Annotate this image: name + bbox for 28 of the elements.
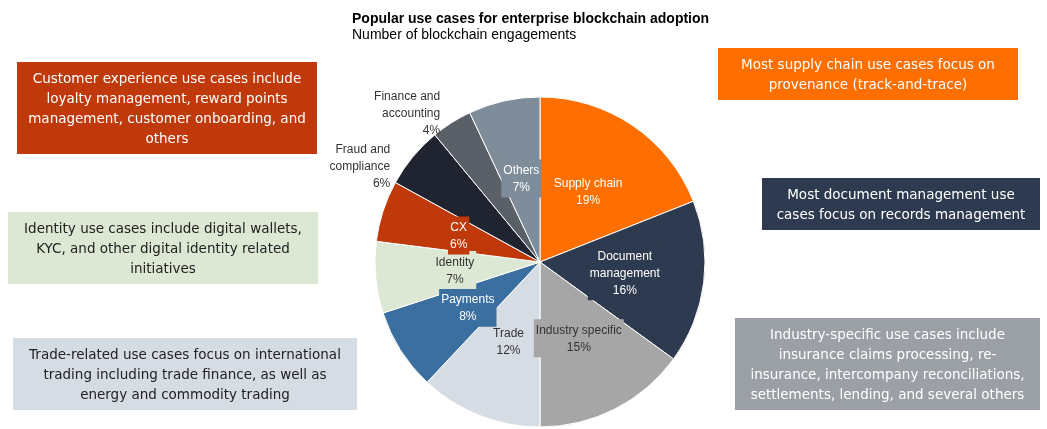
data-label: 4% (422, 122, 441, 137)
data-label: 12% (496, 343, 521, 357)
data-label: 7% (446, 271, 464, 286)
chart-subtitle: Number of blockchain engagements (352, 26, 578, 42)
data-label: 6% (450, 237, 468, 252)
slice-label: Identity (435, 254, 475, 269)
data-label: 8% (459, 309, 477, 324)
slice-label: Trade (493, 326, 525, 340)
slice-label: Supply chain (553, 175, 623, 190)
text: Identity use cases include digital wallets, KYC, and other digital identity related initiatives (8, 212, 318, 284)
slice-label: Document management (589, 248, 661, 280)
data-label: 7% (512, 180, 531, 195)
slice-label: Finance and accounting (374, 88, 441, 120)
text: Trade-related use cases focus on international trading including trade finance, as well as energy and commodity trading (13, 338, 357, 410)
text: Customer experience use cases include loyalty management, reward points management, customer onboarding, and others (17, 62, 317, 154)
slice-label: Others (503, 163, 540, 178)
slice-label: Payments (441, 292, 495, 307)
data-label: 19% (576, 192, 601, 207)
data-label: 6% (372, 175, 391, 190)
data-label: 15% (566, 339, 592, 354)
slice-label: Fraud and compliance (329, 141, 391, 173)
text: Most document management use cases focus on records management (762, 178, 1040, 230)
slice-label: Industry specific (535, 322, 622, 337)
chart-title: Popular use cases for enterprise blockchain adoption (352, 10, 710, 26)
text: Industry-specific use cases include insurance claims processing, re-insurance, intercompany reconciliations, settlements, lending, and several others (735, 318, 1040, 410)
text: Most supply chain use cases focus on provenance (track-and-trace) (718, 48, 1018, 100)
slice-label: CX (450, 220, 468, 235)
data-label: 16% (612, 282, 638, 297)
